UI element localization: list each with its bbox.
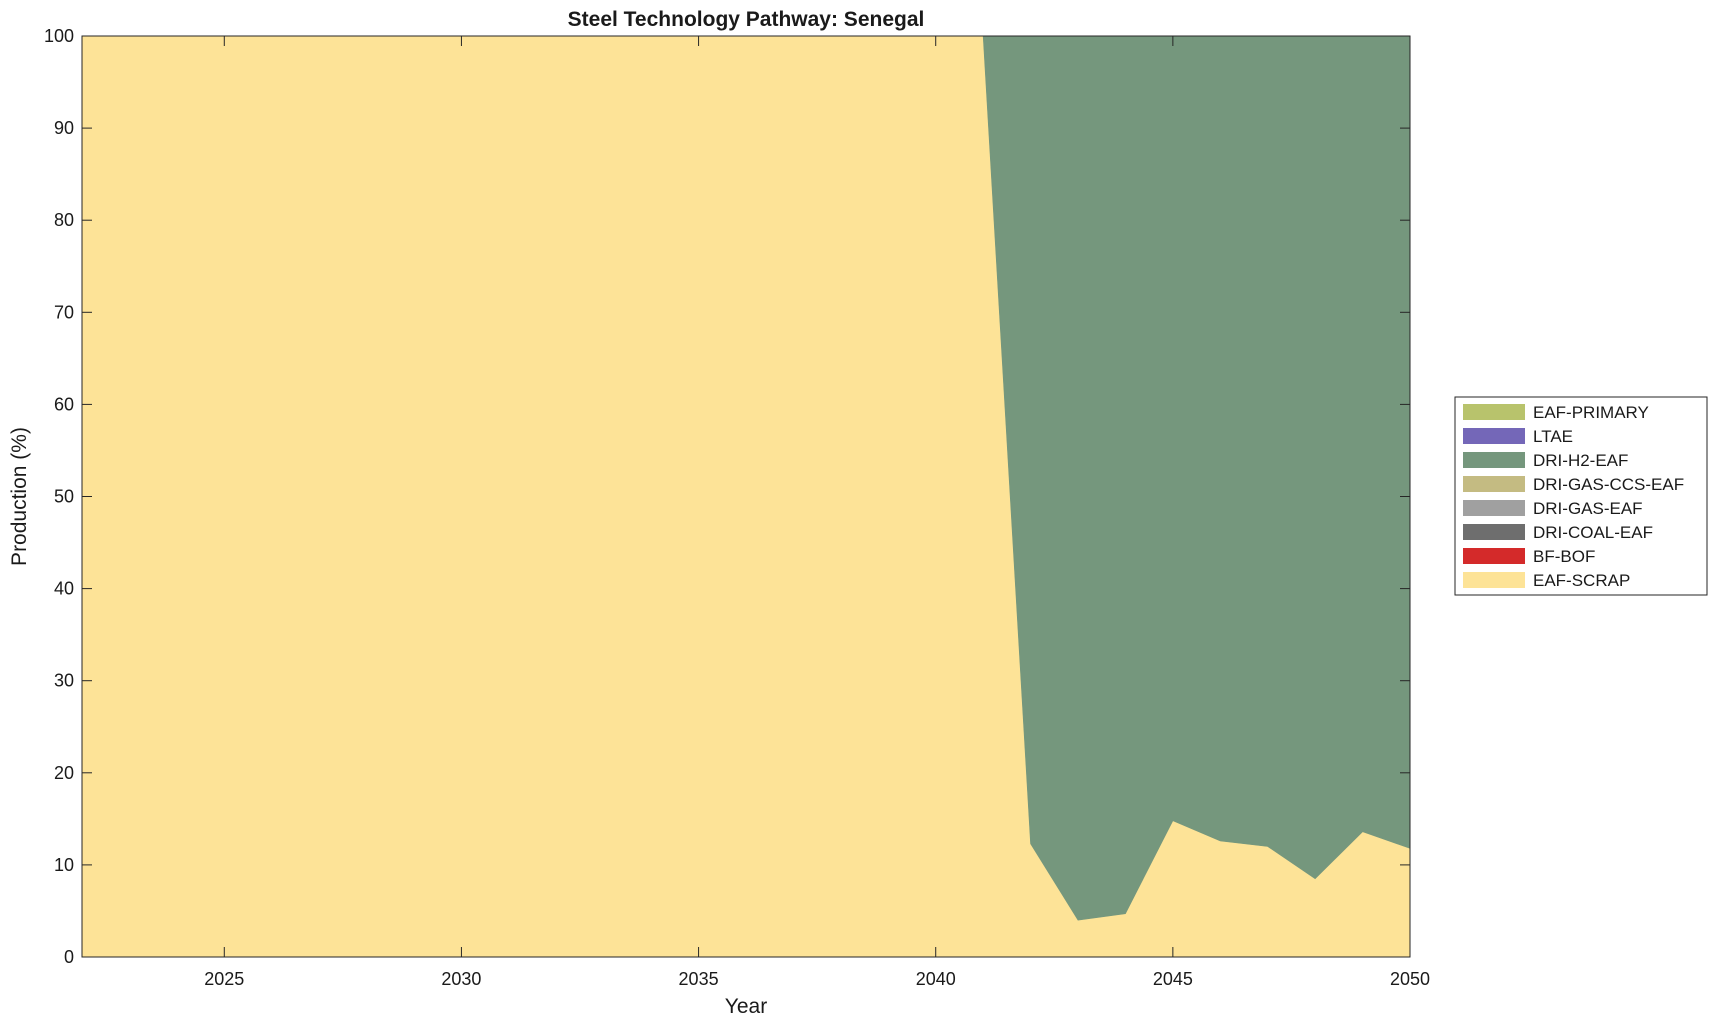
legend-swatch-ltae	[1463, 428, 1525, 444]
axes-layer: 2025 2030 2035 2040 2045 20500102030405060708…	[44, 26, 1430, 989]
legend-swatch-bf-bof	[1463, 548, 1525, 564]
x-tick-label: 2045	[1153, 969, 1193, 989]
y-axis-title: Production (%)	[8, 427, 31, 566]
legend-label-dri-coal-eaf: DRI-COAL-EAF	[1533, 523, 1653, 542]
legend-swatch-dri-gas-ccs-eaf	[1463, 476, 1525, 492]
legend-swatch-eaf-scrap	[1463, 572, 1525, 588]
y-tick-label: 30	[54, 671, 74, 691]
legend-label-eaf-primary: EAF-PRIMARY	[1533, 403, 1649, 422]
y-tick-label: 80	[54, 210, 74, 230]
legend-label-bf-bof: BF-BOF	[1533, 547, 1595, 566]
legend: EAF-PRIMARY LTAE DRI-H2-EAF DRI-GAS-CCS-EAF…	[1454, 396, 1708, 596]
x-tick-label: 2030	[441, 969, 481, 989]
x-axis-title: Year	[725, 995, 767, 1018]
legend-label-eaf-scrap: EAF-SCRAP	[1533, 571, 1630, 590]
area-series-layer	[81, 35, 1411, 958]
legend-label-ltae: LTAE	[1533, 427, 1573, 446]
y-tick-label: 70	[54, 302, 74, 322]
x-tick-label: 2035	[679, 969, 719, 989]
y-tick-label: 40	[54, 579, 74, 599]
legend-swatch-dri-gas-eaf	[1463, 500, 1525, 516]
y-tick-label: 60	[54, 394, 74, 414]
y-tick-label: 10	[54, 855, 74, 875]
y-tick-label: 100	[44, 26, 74, 46]
y-tick-label: 50	[54, 487, 74, 507]
x-tick-label: 2050	[1390, 969, 1430, 989]
y-tick-label: 90	[54, 118, 74, 138]
legend-label-dri-gas-eaf: DRI-GAS-EAF	[1533, 499, 1643, 518]
legend-swatch-eaf-primary	[1463, 404, 1525, 420]
y-tick-label: 20	[54, 763, 74, 783]
legend-swatch-dri-h2-eaf	[1463, 452, 1525, 468]
legend-swatch-dri-coal-eaf	[1463, 524, 1525, 540]
x-tick-label: 2025	[204, 969, 244, 989]
legend-label-dri-h2-eaf: DRI-H2-EAF	[1533, 451, 1628, 470]
chart-title: Steel Technology Pathway: Senegal	[568, 8, 925, 31]
x-tick-label: 2040	[916, 969, 956, 989]
y-tick-label: 0	[64, 947, 74, 967]
legend-label-dri-gas-ccs-eaf: DRI-GAS-CCS-EAF	[1533, 475, 1684, 494]
